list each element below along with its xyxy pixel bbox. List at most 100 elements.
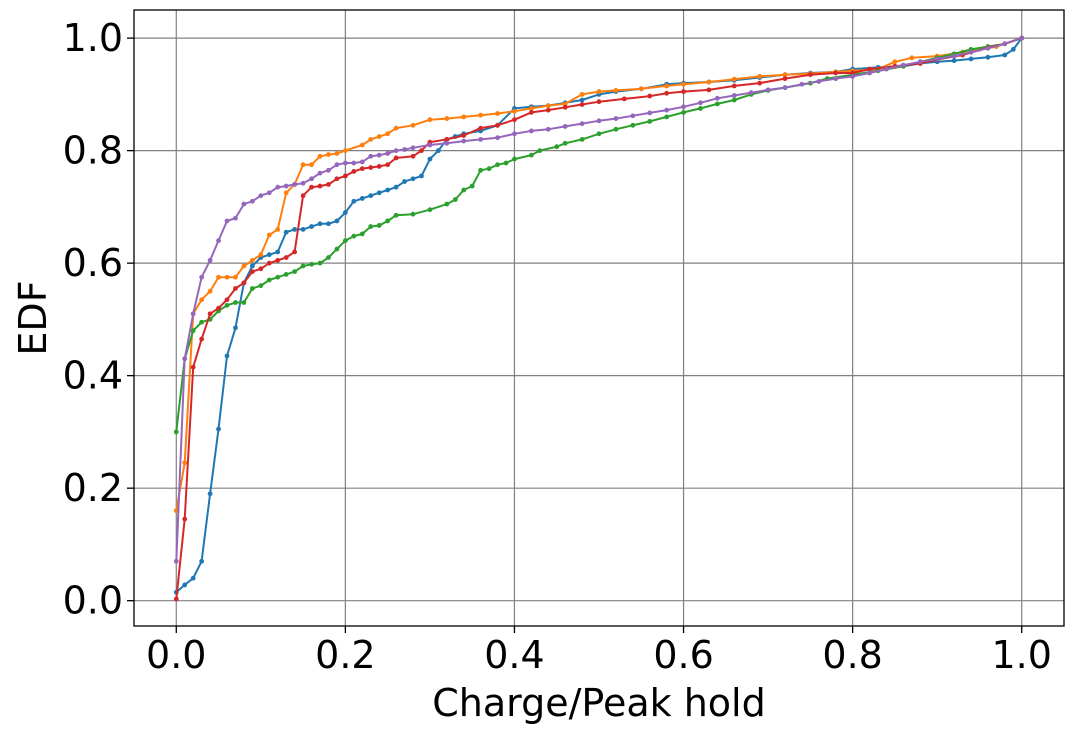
data-point [444,136,450,142]
data-point [309,176,314,182]
data-point [292,226,298,232]
data-point [317,183,323,189]
data-point [342,173,348,179]
y-axis-ticks: 0.0 0.2 0.4 0.6 0.8 1.0 [63,16,134,623]
data-point [249,269,255,274]
data-point [342,238,348,244]
data-point [528,106,534,111]
data-point [326,167,331,173]
data-point [452,197,458,202]
data-point [368,224,374,229]
data-point [410,176,416,182]
data-point [224,302,230,308]
x-tick-label: 0.2 [315,633,375,677]
data-point [596,99,602,105]
data-point [326,152,331,157]
data-point [495,122,500,128]
data-point [385,187,391,193]
data-point [528,109,534,115]
data-point [664,107,670,113]
data-point [461,138,467,144]
data-point [444,140,450,146]
data-point [309,162,314,168]
data-point [233,215,238,221]
data-point [892,59,898,65]
data-point [613,88,619,93]
data-point [799,81,805,87]
data-point [393,155,399,161]
data-point [359,196,365,201]
data-point [385,162,391,168]
data-point [664,90,670,96]
data-point [478,136,484,142]
data-point [351,169,357,174]
data-point [275,226,281,232]
data-point [385,151,391,156]
data-point [317,170,323,176]
data-point [190,311,196,317]
data-point [207,491,213,497]
data-point [249,286,255,291]
data-point [528,152,534,158]
data-point [486,166,492,172]
data-point [216,426,221,432]
data-point [807,72,813,78]
y-tick-label: 1.0 [63,16,123,60]
data-point [342,148,348,154]
data-point [266,252,272,258]
data-point [275,249,281,255]
y-tick-label: 0.2 [63,466,123,510]
data-point [765,87,771,93]
data-point [266,190,272,196]
data-point [664,83,670,89]
data-point [512,108,517,114]
data-point [867,66,872,72]
data-point [444,201,450,207]
data-point [613,126,619,132]
data-point [461,187,467,193]
data-point [731,76,737,82]
data-point [385,131,391,137]
data-point [731,97,737,103]
data-point [495,111,500,116]
data-point [1010,46,1016,52]
series-2 [173,35,1025,514]
data-point [283,255,289,260]
data-point [934,56,940,62]
data-point [207,257,213,263]
data-point [182,516,188,522]
data-point [562,104,568,110]
data-point [300,226,306,232]
data-point [283,229,289,235]
data-point [512,117,517,123]
x-axis-label: Charge/Peak hold [432,681,765,725]
data-point [326,181,331,187]
data-point [199,297,205,303]
data-point [630,122,636,128]
data-point [714,101,720,107]
x-tick-label: 0.6 [653,633,713,677]
data-point [309,261,314,267]
data-point [748,90,754,96]
data-point [292,269,298,274]
data-point [249,257,255,263]
data-point [300,162,306,168]
data-point [300,193,306,199]
data-point [216,305,221,311]
data-point [190,364,196,370]
x-tick-label: 0.8 [822,633,882,677]
series-line [175,37,1023,511]
data-point [545,107,551,113]
data-point [630,113,636,119]
y-tick-label: 0.6 [63,241,123,285]
data-point [782,76,788,82]
data-point [182,582,188,588]
data-point [833,70,839,76]
data-point [579,136,585,142]
data-point [342,210,348,215]
data-point [714,95,720,101]
x-tick-label: 0.4 [484,633,544,677]
data-point [579,121,585,127]
data-point [359,166,365,172]
data-point [368,153,374,159]
